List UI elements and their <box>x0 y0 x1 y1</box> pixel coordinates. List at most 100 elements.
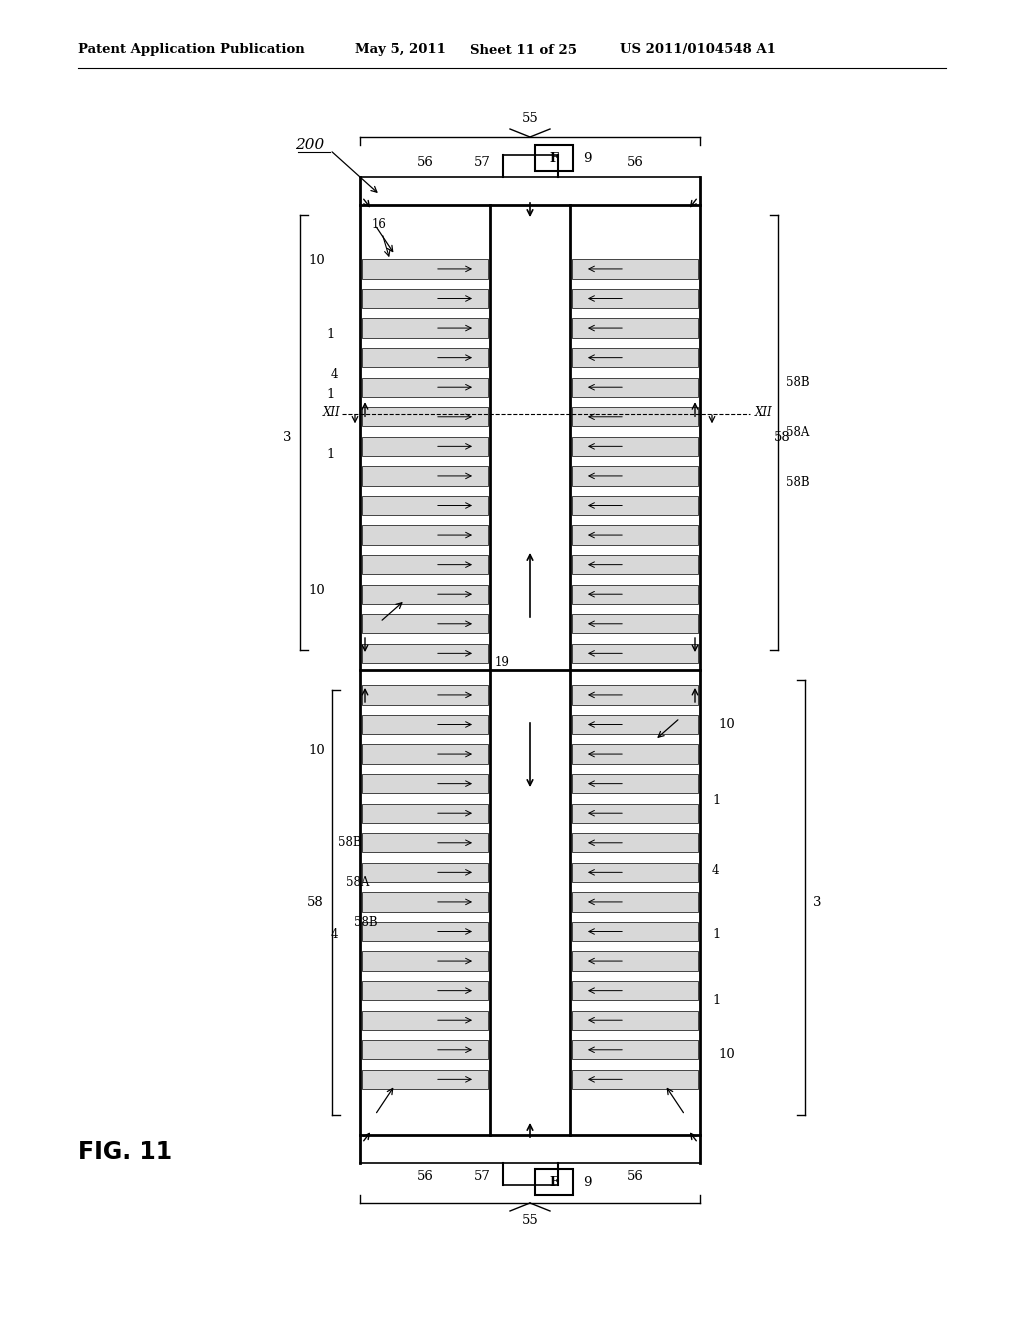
Bar <box>572 318 698 338</box>
Bar <box>362 614 488 634</box>
Text: 58B: 58B <box>354 916 378 929</box>
Bar <box>360 205 700 1135</box>
Text: 58: 58 <box>774 432 791 444</box>
Text: XII: XII <box>755 405 773 418</box>
Text: 58: 58 <box>307 896 324 909</box>
Bar <box>362 892 488 912</box>
Bar <box>362 466 488 486</box>
Bar <box>362 378 488 397</box>
Text: 58B: 58B <box>786 477 810 488</box>
Text: 1: 1 <box>327 449 335 462</box>
Bar <box>572 715 698 734</box>
Bar <box>572 466 698 486</box>
Bar <box>535 1170 573 1195</box>
Text: 56: 56 <box>627 157 643 169</box>
Text: Patent Application Publication: Patent Application Publication <box>78 44 305 57</box>
Bar <box>572 744 698 764</box>
Text: 4: 4 <box>331 928 338 941</box>
Text: 57: 57 <box>474 157 490 169</box>
Bar <box>572 614 698 634</box>
Bar <box>572 525 698 545</box>
Text: 4: 4 <box>331 368 338 380</box>
Bar <box>572 685 698 705</box>
Bar <box>572 981 698 1001</box>
Text: 19: 19 <box>495 656 510 668</box>
Text: 3: 3 <box>813 896 821 909</box>
Bar <box>362 774 488 793</box>
Bar <box>362 833 488 853</box>
Text: 9: 9 <box>583 152 592 165</box>
Bar <box>362 744 488 764</box>
Text: 55: 55 <box>521 112 539 125</box>
Text: 1: 1 <box>327 329 335 342</box>
Bar <box>535 145 573 172</box>
Bar <box>572 921 698 941</box>
Text: 55: 55 <box>521 1214 539 1228</box>
Bar <box>572 437 698 455</box>
Bar <box>362 804 488 822</box>
Bar <box>362 1040 488 1060</box>
Bar <box>362 863 488 882</box>
Text: 57: 57 <box>474 1171 490 1184</box>
Bar <box>572 892 698 912</box>
Text: 58B: 58B <box>786 376 810 389</box>
Text: 10: 10 <box>718 718 735 731</box>
Text: 10: 10 <box>718 1048 735 1061</box>
Text: May 5, 2011: May 5, 2011 <box>355 44 445 57</box>
Text: 1: 1 <box>327 388 335 401</box>
Bar <box>362 348 488 367</box>
Bar <box>572 774 698 793</box>
Bar <box>362 715 488 734</box>
Text: 16: 16 <box>372 219 387 231</box>
Text: US 2011/0104548 A1: US 2011/0104548 A1 <box>620 44 776 57</box>
Bar <box>572 863 698 882</box>
Bar <box>362 259 488 279</box>
Bar <box>572 833 698 853</box>
Text: 56: 56 <box>417 1171 433 1184</box>
Bar <box>362 407 488 426</box>
Text: FIG. 11: FIG. 11 <box>78 1140 172 1164</box>
Bar <box>572 554 698 574</box>
Text: F: F <box>550 152 558 165</box>
Bar <box>572 804 698 822</box>
Bar <box>572 644 698 663</box>
Bar <box>362 921 488 941</box>
Text: 58A: 58A <box>786 426 809 440</box>
Bar <box>572 348 698 367</box>
Text: 58A: 58A <box>346 876 370 888</box>
Bar <box>572 1040 698 1060</box>
Bar <box>572 289 698 308</box>
Bar <box>362 496 488 515</box>
Text: 3: 3 <box>284 432 292 444</box>
Text: 58B: 58B <box>338 836 361 849</box>
Text: 56: 56 <box>627 1171 643 1184</box>
Bar <box>362 685 488 705</box>
Bar <box>572 496 698 515</box>
Text: 10: 10 <box>308 743 325 756</box>
Text: XII: XII <box>323 405 340 418</box>
Text: Sheet 11 of 25: Sheet 11 of 25 <box>470 44 577 57</box>
Text: 1: 1 <box>712 928 720 941</box>
Bar <box>572 1069 698 1089</box>
Bar <box>362 644 488 663</box>
Bar <box>362 437 488 455</box>
Bar <box>362 981 488 1001</box>
Bar <box>362 525 488 545</box>
Bar <box>572 259 698 279</box>
Text: F: F <box>550 1176 558 1188</box>
Bar <box>362 554 488 574</box>
Bar <box>572 1011 698 1030</box>
Text: 200: 200 <box>295 139 325 152</box>
Bar <box>572 952 698 970</box>
Bar <box>362 585 488 603</box>
Text: 1: 1 <box>712 793 720 807</box>
Bar <box>362 1069 488 1089</box>
Bar <box>362 289 488 308</box>
Text: 56: 56 <box>417 157 433 169</box>
Bar <box>572 378 698 397</box>
Text: 10: 10 <box>308 253 325 267</box>
Text: 10: 10 <box>308 583 325 597</box>
Bar <box>362 318 488 338</box>
Bar <box>362 952 488 970</box>
Text: 4: 4 <box>712 863 720 876</box>
